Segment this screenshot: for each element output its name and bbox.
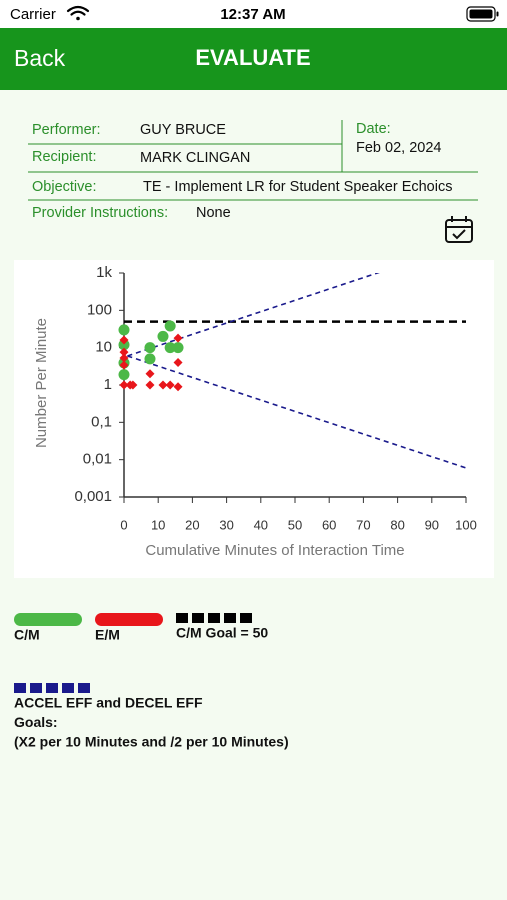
legend-label: Goals: (14, 714, 58, 730)
calendar-icon[interactable] (445, 216, 473, 243)
date-label: Date: (356, 121, 391, 137)
time: 12:37 AM (220, 6, 285, 23)
recipient: MARK CLINGAN (140, 150, 250, 166)
decel-line (127, 355, 466, 469)
back-button[interactable]: Back (14, 45, 66, 71)
nav-title: EVALUATE (195, 45, 310, 70)
legend-label: C/M Goal = 50 (176, 625, 268, 641)
legend-swatch (240, 613, 252, 623)
instructions-label: Provider Instructions: (32, 205, 168, 221)
data-point (119, 335, 129, 345)
instructions: None (196, 205, 231, 221)
legend-swatch (46, 683, 58, 693)
x-tick-label: 30 (219, 517, 233, 532)
battery-icon (466, 6, 499, 22)
data-point (118, 324, 130, 336)
legend: C/M E/M C/M Goal = 50 ACCEL EFF and DECEL E… (14, 613, 289, 750)
data-point (145, 380, 155, 390)
data-point (119, 353, 129, 363)
legend-swatch (14, 683, 26, 693)
y-tick-label: 100 (87, 301, 112, 318)
legend-swatch (78, 683, 90, 693)
x-tick-label: 80 (390, 517, 404, 532)
legend-swatch (224, 613, 236, 623)
recipient-label: Recipient: (32, 149, 96, 165)
data-point (144, 342, 156, 354)
x-tick-label: 100 (455, 517, 477, 532)
legend-swatch (30, 683, 42, 693)
y-tick-label: 0,001 (74, 488, 112, 505)
data-point (164, 320, 176, 332)
data-point (158, 380, 168, 390)
x-tick-label: 40 (254, 517, 268, 532)
x-tick-label: 50 (288, 517, 302, 532)
date: Feb 02, 2024 (356, 140, 441, 156)
data-point (173, 358, 183, 368)
data-point (173, 333, 183, 343)
plot-area (124, 273, 466, 469)
performer-label: Performer: (32, 122, 101, 138)
x-tick-label: 70 (356, 517, 370, 532)
legend-swatch (208, 613, 220, 623)
data-point (118, 339, 130, 351)
y-tick-label: 1 (104, 376, 112, 393)
data-point (118, 369, 130, 381)
performer: GUY BRUCE (140, 122, 226, 138)
legend-label: ACCEL EFF and DECEL EFF (14, 695, 203, 711)
chart-panel (14, 260, 494, 578)
x-tick-label: 60 (322, 517, 336, 532)
chart: 0,001 0,01 0,1 1 10 100 1k 0 10 20 30 40 50 60 70 80 90 1… (33, 264, 477, 559)
legend-swatch (176, 613, 188, 623)
objective: TE - Implement LR for Student Speaker Ec… (143, 179, 452, 195)
data-point (165, 380, 175, 390)
data-point (128, 380, 138, 390)
x-tick-label: 0 (120, 517, 127, 532)
legend-swatch (192, 613, 204, 623)
carrier: Carrier (10, 6, 56, 23)
legend-swatch (95, 613, 163, 626)
objective-label: Objective: (32, 179, 96, 195)
x-tick-label: 90 (425, 517, 439, 532)
data-point (145, 369, 155, 379)
info-form: Performer: GUY BRUCE Recipient: MARK CLI… (28, 120, 478, 221)
nav-bar (0, 28, 507, 90)
legend-label: E/M (95, 627, 120, 643)
y-tick-label: 1k (96, 264, 112, 281)
data-point (119, 360, 129, 370)
y-tick-label: 0,1 (91, 413, 112, 430)
x-tick-label: 20 (185, 517, 199, 532)
data-point (157, 330, 169, 342)
data-point (144, 353, 156, 365)
x-axis-label: Cumulative Minutes of Interaction Time (145, 542, 404, 559)
data-point (119, 380, 129, 390)
data-point (172, 342, 184, 354)
y-tick-label: 0,01 (83, 451, 112, 468)
x-tick-label: 10 (151, 517, 165, 532)
legend-swatch (14, 613, 82, 626)
legend-label: C/M (14, 627, 40, 643)
y-axis-label: Number Per Minute (33, 318, 50, 448)
legend-label: (X2 per 10 Minutes and /2 per 10 Minutes… (14, 734, 289, 750)
data-point (119, 347, 129, 357)
data-point (173, 382, 183, 392)
wifi-icon (66, 5, 90, 21)
y-tick-label: 10 (95, 339, 112, 356)
data-point (164, 342, 176, 354)
legend-swatch (62, 683, 74, 693)
